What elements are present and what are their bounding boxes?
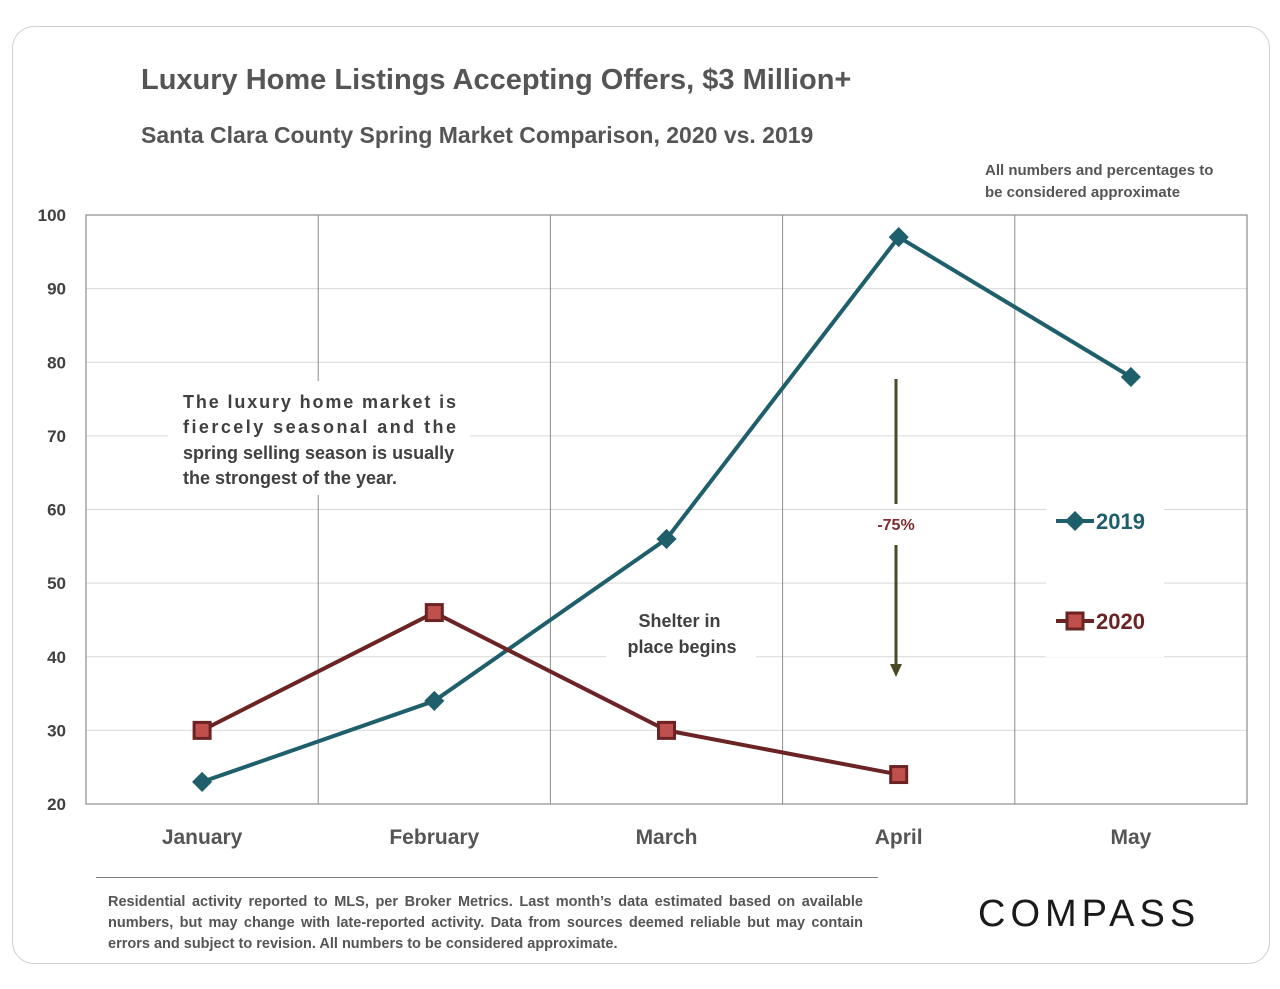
- y-tick-label-40: 40: [47, 648, 66, 667]
- series-line-2020: [201, 610, 900, 777]
- shelter-note-bg: [606, 602, 756, 662]
- point-2019-may: [1120, 366, 1141, 388]
- point-2019-february: [424, 690, 445, 711]
- point-2020-january: [192, 720, 212, 740]
- y-tick-label-50: 50: [47, 574, 66, 593]
- y-tick-label-60: 60: [47, 501, 66, 520]
- x-axis-categories: January February March April May: [162, 826, 1152, 849]
- y-tick-label-30: 30: [47, 721, 66, 740]
- legend-label-2019: 2019: [1096, 509, 1145, 534]
- change-label: -75%: [877, 517, 914, 534]
- footer-divider: [96, 877, 878, 878]
- change-arrow-head: [890, 664, 902, 677]
- point-2019-january: [192, 771, 213, 792]
- data-series: [192, 227, 1141, 792]
- chart-title: Luxury Home Listings Accepting Offers, $…: [141, 64, 852, 96]
- shelter-note-line-2: place begins: [627, 637, 736, 657]
- footer-disclaimer: Residential activity reported to MLS, pe…: [108, 894, 863, 952]
- seasonal-note-line-1: The luxury home market is: [183, 392, 456, 412]
- point-2019-march: [656, 528, 677, 550]
- seasonal-note-line-3: spring selling season is usually: [183, 443, 454, 463]
- x-tick-label-march: March: [636, 826, 698, 849]
- point-2020-february: [424, 603, 444, 623]
- seasonal-note-bg: [168, 381, 470, 495]
- chart-subtitle: Santa Clara County Spring Market Compari…: [141, 122, 814, 148]
- y-tick-label-80: 80: [47, 353, 66, 372]
- x-tick-label-may: May: [1110, 826, 1151, 849]
- shelter-note-line-1: Shelter in: [638, 611, 720, 631]
- y-tick-label-90: 90: [47, 280, 66, 299]
- x-tick-label-february: February: [389, 826, 479, 849]
- category-dividers: [317, 215, 1016, 804]
- compass-logo: COMPASS: [978, 893, 1201, 935]
- approximation-note: All numbers and percentages to be consid…: [985, 162, 1214, 201]
- point-2020-march: [657, 720, 676, 740]
- legend: 2019 2020: [1056, 509, 1145, 634]
- point-2020-april: [889, 765, 909, 785]
- seasonal-note-line-4: the strongest of the year.: [183, 468, 397, 488]
- plot-frame: [85, 214, 1248, 805]
- legend-marker-2019: [1064, 510, 1086, 532]
- y-axis-ticks: 20 30 40 50 60 70 80 90 100: [38, 206, 66, 814]
- point-2019-april: [888, 227, 909, 248]
- x-tick-label-april: April: [875, 826, 923, 849]
- x-tick-label-january: January: [162, 826, 243, 849]
- shelter-note: Shelter in place begins: [627, 611, 736, 657]
- legend-label-2020: 2020: [1096, 609, 1145, 634]
- y-tick-label-100: 100: [38, 206, 66, 225]
- y-tick-label-20: 20: [47, 795, 66, 814]
- y-tick-label-70: 70: [47, 427, 66, 446]
- legend-marker-2020: [1065, 611, 1085, 631]
